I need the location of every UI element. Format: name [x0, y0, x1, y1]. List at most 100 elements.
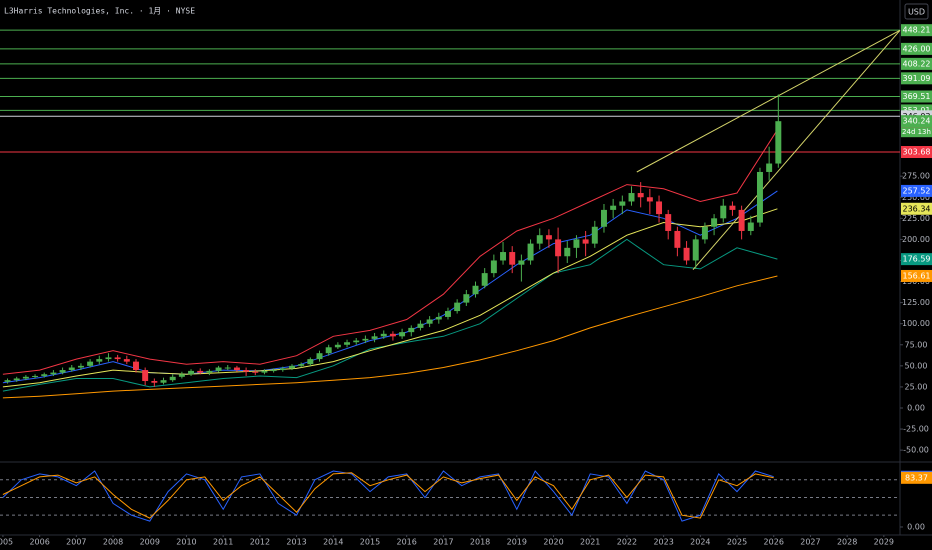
- candle-body: [417, 323, 424, 328]
- candle-body: [766, 163, 773, 172]
- candle-body: [747, 222, 754, 231]
- candle-body: [77, 365, 84, 368]
- candle-body: [4, 380, 11, 382]
- candle-body: [279, 368, 286, 371]
- candle-body: [683, 247, 690, 261]
- price-label: 176.59: [903, 255, 931, 264]
- candle-body: [500, 252, 507, 261]
- currency-label[interactable]: USD: [908, 8, 925, 17]
- x-tick-label: 2014: [323, 538, 343, 547]
- candle-body: [233, 367, 240, 371]
- candle-body: [564, 247, 571, 257]
- trendline: [636, 29, 901, 173]
- indicator-line: [2, 190, 778, 384]
- countdown-bg: [901, 127, 932, 138]
- price-label-bg: [901, 57, 932, 70]
- y-tick-label: 250.00: [902, 193, 930, 202]
- candle-body: [215, 367, 222, 371]
- x-tick-label: 2025: [727, 538, 747, 547]
- candle-body: [637, 193, 644, 198]
- candle-body: [289, 365, 295, 369]
- candle-body: [536, 235, 543, 244]
- y-tick-label: 75.00: [905, 340, 928, 349]
- candle-body: [711, 218, 718, 227]
- price-label-bg: [901, 202, 932, 215]
- x-tick-label: 2007: [66, 538, 86, 547]
- candle-body: [142, 370, 149, 382]
- candle-body: [472, 285, 479, 295]
- candle-body: [720, 205, 727, 219]
- candle-body: [68, 367, 75, 371]
- candle-body: [307, 359, 314, 365]
- candle-body: [261, 370, 268, 373]
- trendline: [692, 29, 901, 271]
- candle-body: [243, 370, 250, 372]
- candle-body: [756, 171, 763, 223]
- candle-body: [582, 239, 589, 244]
- candle-body: [573, 239, 580, 248]
- x-tick-label: 2005: [0, 538, 13, 547]
- price-label-bg: [901, 24, 932, 37]
- x-tick-label: 2028: [837, 538, 857, 547]
- x-tick-label: 2017: [433, 538, 453, 547]
- y-tick-label: 50.00: [905, 361, 928, 370]
- x-tick-label: 2016: [397, 538, 417, 547]
- oscillator-line: [2, 472, 774, 519]
- candle-body: [133, 361, 139, 371]
- indicator-line: [2, 238, 778, 392]
- candle-body: [674, 230, 681, 248]
- y-tick-label: 25.00: [905, 382, 928, 391]
- candle-body: [665, 214, 672, 231]
- y-tick-label: -25.00: [903, 425, 929, 434]
- indicator-line: [2, 208, 778, 388]
- x-tick-label: 2024: [690, 538, 710, 547]
- candle-body: [628, 193, 635, 202]
- x-tick-label: 2021: [580, 538, 600, 547]
- y-tick-label: 0.00: [907, 403, 925, 412]
- candle-body: [270, 370, 277, 372]
- x-tick-label: 2018: [470, 538, 490, 547]
- candle-body: [114, 357, 121, 360]
- y-tick-label: 275.00: [902, 172, 930, 181]
- candle-body: [527, 243, 534, 261]
- candle-body: [656, 201, 663, 215]
- candle-body: [435, 316, 442, 320]
- candle-body: [50, 372, 57, 375]
- y-tick-label: -50.00: [903, 446, 929, 455]
- x-tick-label: 2029: [874, 538, 894, 547]
- x-tick-label: 2009: [140, 538, 160, 547]
- candle-body: [334, 344, 341, 348]
- candle-body: [600, 209, 607, 227]
- price-label: 156.61: [903, 271, 931, 280]
- price-label-bg: [901, 72, 932, 85]
- y-tick-label: 100.00: [902, 319, 930, 328]
- candle-body: [87, 361, 94, 366]
- candle-body: [692, 239, 699, 261]
- candle-body: [371, 336, 378, 339]
- x-tick-label: 2010: [176, 538, 196, 547]
- y-tick-label: 225.00: [902, 214, 930, 223]
- candle-body: [224, 367, 231, 369]
- price-label: 448.21: [903, 26, 931, 35]
- candle-body: [151, 381, 158, 383]
- candle-body: [738, 209, 745, 231]
- price-label-bg: [901, 42, 932, 55]
- y-tick-label: 125.00: [902, 298, 930, 307]
- price-label-bg: [901, 253, 932, 266]
- x-tick-label: 2012: [250, 538, 270, 547]
- candle-body: [59, 370, 66, 373]
- price-label: 83.37: [905, 473, 928, 482]
- candle-body: [408, 327, 415, 333]
- x-tick-label: 2008: [103, 538, 123, 547]
- x-tick-label: 2013: [286, 538, 306, 547]
- x-tick-label: 2015: [360, 538, 380, 547]
- candle-body: [41, 374, 48, 376]
- candle-body: [591, 226, 598, 244]
- candle-body: [252, 371, 259, 373]
- currency-button[interactable]: [904, 3, 929, 20]
- x-tick-label: 2006: [29, 538, 49, 547]
- candle-body: [206, 370, 213, 373]
- candle-body: [454, 302, 461, 312]
